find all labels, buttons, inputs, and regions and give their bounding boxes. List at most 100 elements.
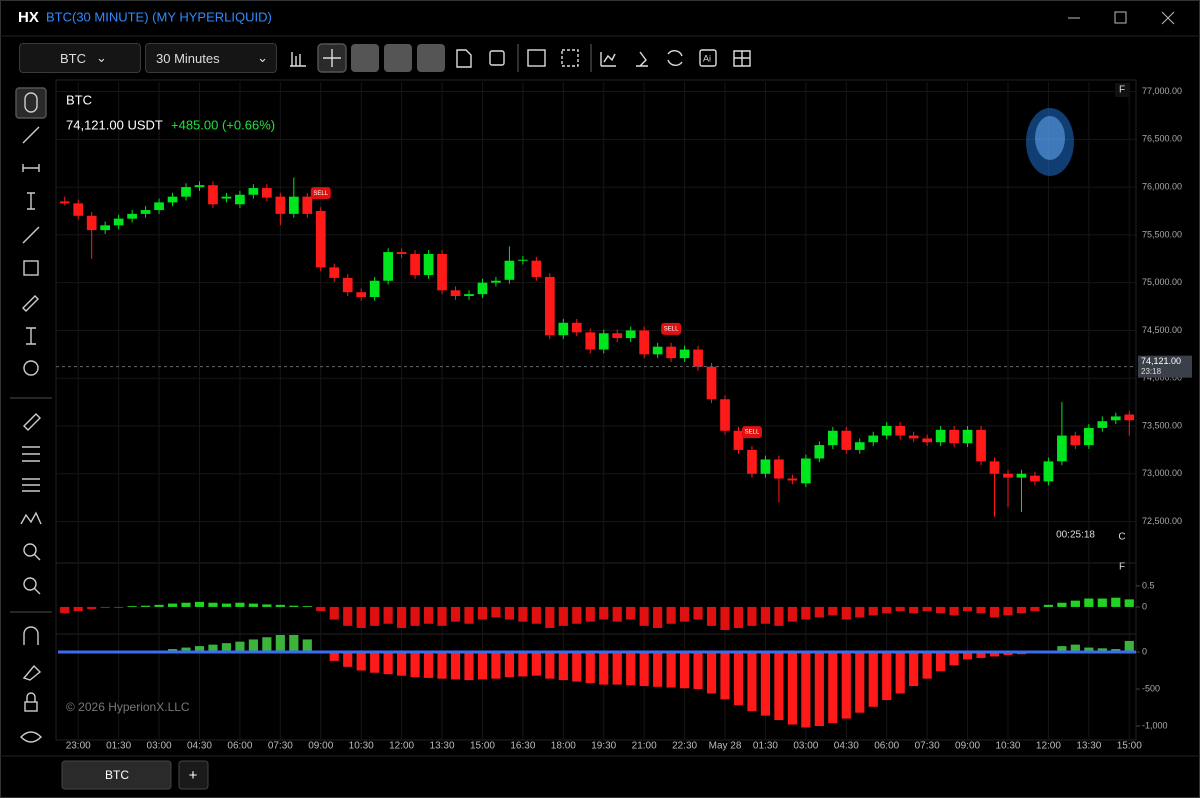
histogram-bar [100,606,110,608]
symbol-text: BTC [60,50,86,66]
candle-body [140,210,151,214]
histogram-bar [477,652,488,680]
maximize[interactable] [1114,11,1127,24]
pane-label[interactable]: F [1119,562,1125,573]
candle-body [342,277,353,293]
x-tick-label: 22:30 [672,741,697,752]
histogram-bar [706,652,717,694]
candle-body [1124,414,1135,421]
histogram-bar [841,652,851,719]
candle-body [491,280,501,283]
y-tick-label: 0.5 [1142,580,1155,590]
add-tab[interactable] [178,760,209,790]
histogram-bar [343,652,353,667]
histogram-bar [329,652,339,661]
candle-body [585,332,596,350]
histogram-bar [410,652,420,678]
histogram-bar [1030,606,1040,612]
y-tick-label: 77,000.00 [1142,86,1182,96]
histogram-bar [356,606,366,628]
script-icon[interactable] [636,51,648,67]
candle-body [167,196,178,203]
candle-body [531,260,542,277]
template-icon[interactable] [456,49,472,68]
plot-area: 23:00 01:30 03:00 04:30 06:00 07:30 09:00 10:30… [56,82,1192,752]
x-tick-label: 16:30 [510,741,535,752]
sell-signal-label: SELL [745,430,760,436]
add-tab-label[interactable]: + [189,767,198,784]
interval-select[interactable]: 30 Minutes ⌄ [145,43,277,73]
pane-borders [0,79,1200,757]
countdown: 00:25:18 [1056,530,1095,541]
candle-body [369,280,380,297]
toolbar-icons[interactable] [290,43,751,73]
histogram-bar [572,606,582,624]
pane-label[interactable]: F [1119,85,1125,96]
candle-body [854,442,865,450]
histogram-bar [868,606,878,616]
sell-signal[interactable] [661,322,682,335]
x-tick-label: May 28 [709,741,742,752]
histogram-bar [895,606,905,612]
histogram-bar [383,606,393,624]
candle-body [86,215,97,231]
mascot [1035,116,1065,160]
indicators-icon[interactable] [290,52,306,67]
histogram-bar [518,652,528,677]
histogram-bar [181,602,191,607]
histogram-bar [127,606,137,607]
tool-disabled[interactable] [417,44,445,72]
legend-change: +485.00 (+0.66%) [171,117,275,132]
candle-body [612,333,623,339]
sell-signal-label: SELL [313,191,328,197]
candle-body [73,203,84,216]
select-icon[interactable] [561,49,579,67]
histogram-bar [666,606,676,624]
x-tick-label: 18:00 [551,741,576,752]
symbol-select[interactable]: BTC ⌄ [19,43,141,73]
histogram-bar [693,606,703,620]
sell-signal[interactable] [741,426,762,439]
pane-label[interactable]: C [1118,532,1125,543]
copyright: © 2026 HyperionX.LLC [66,700,190,714]
histogram-bar [316,606,326,612]
histogram-bar [720,606,730,631]
histogram-bar [855,652,865,713]
tab[interactable] [61,760,172,790]
chart-icon[interactable] [600,52,616,67]
histogram-bar [504,606,514,620]
layout-icon[interactable] [733,50,751,67]
candle-body [208,185,218,205]
candle-body [127,213,137,219]
panel-icon[interactable] [527,49,546,67]
drawing-tools[interactable] [10,87,52,743]
x-tick-label: 10:30 [995,741,1020,752]
candle-body [1083,427,1094,446]
candle-body [329,267,340,278]
histogram-bar [87,606,97,610]
close[interactable] [1161,11,1175,25]
x-tick-label: 06:00 [874,741,899,752]
candle-body [558,322,569,336]
list-icon[interactable] [489,50,505,66]
tool-disabled[interactable] [351,44,379,72]
refresh-icon[interactable] [667,50,683,66]
chevron: ⌄ [257,50,268,65]
tool-disabled[interactable] [384,44,412,72]
candle-body [1030,475,1040,482]
candle-body [154,202,164,211]
crosshair-icon[interactable] [323,49,341,67]
x-tick-label: 15:00 [470,741,495,752]
ai-icon[interactable] [699,49,717,67]
x-tick-label: 12:00 [1036,741,1061,752]
sell-signal[interactable] [310,187,331,200]
histogram-bar [437,606,447,626]
window-controls[interactable] [1068,11,1175,25]
histogram-bar [1111,597,1121,607]
candle-body [396,252,407,254]
tab-label[interactable]: BTC [105,768,129,782]
candle-body [464,294,474,297]
candle-body [383,252,393,281]
histogram-bar [1084,598,1094,607]
